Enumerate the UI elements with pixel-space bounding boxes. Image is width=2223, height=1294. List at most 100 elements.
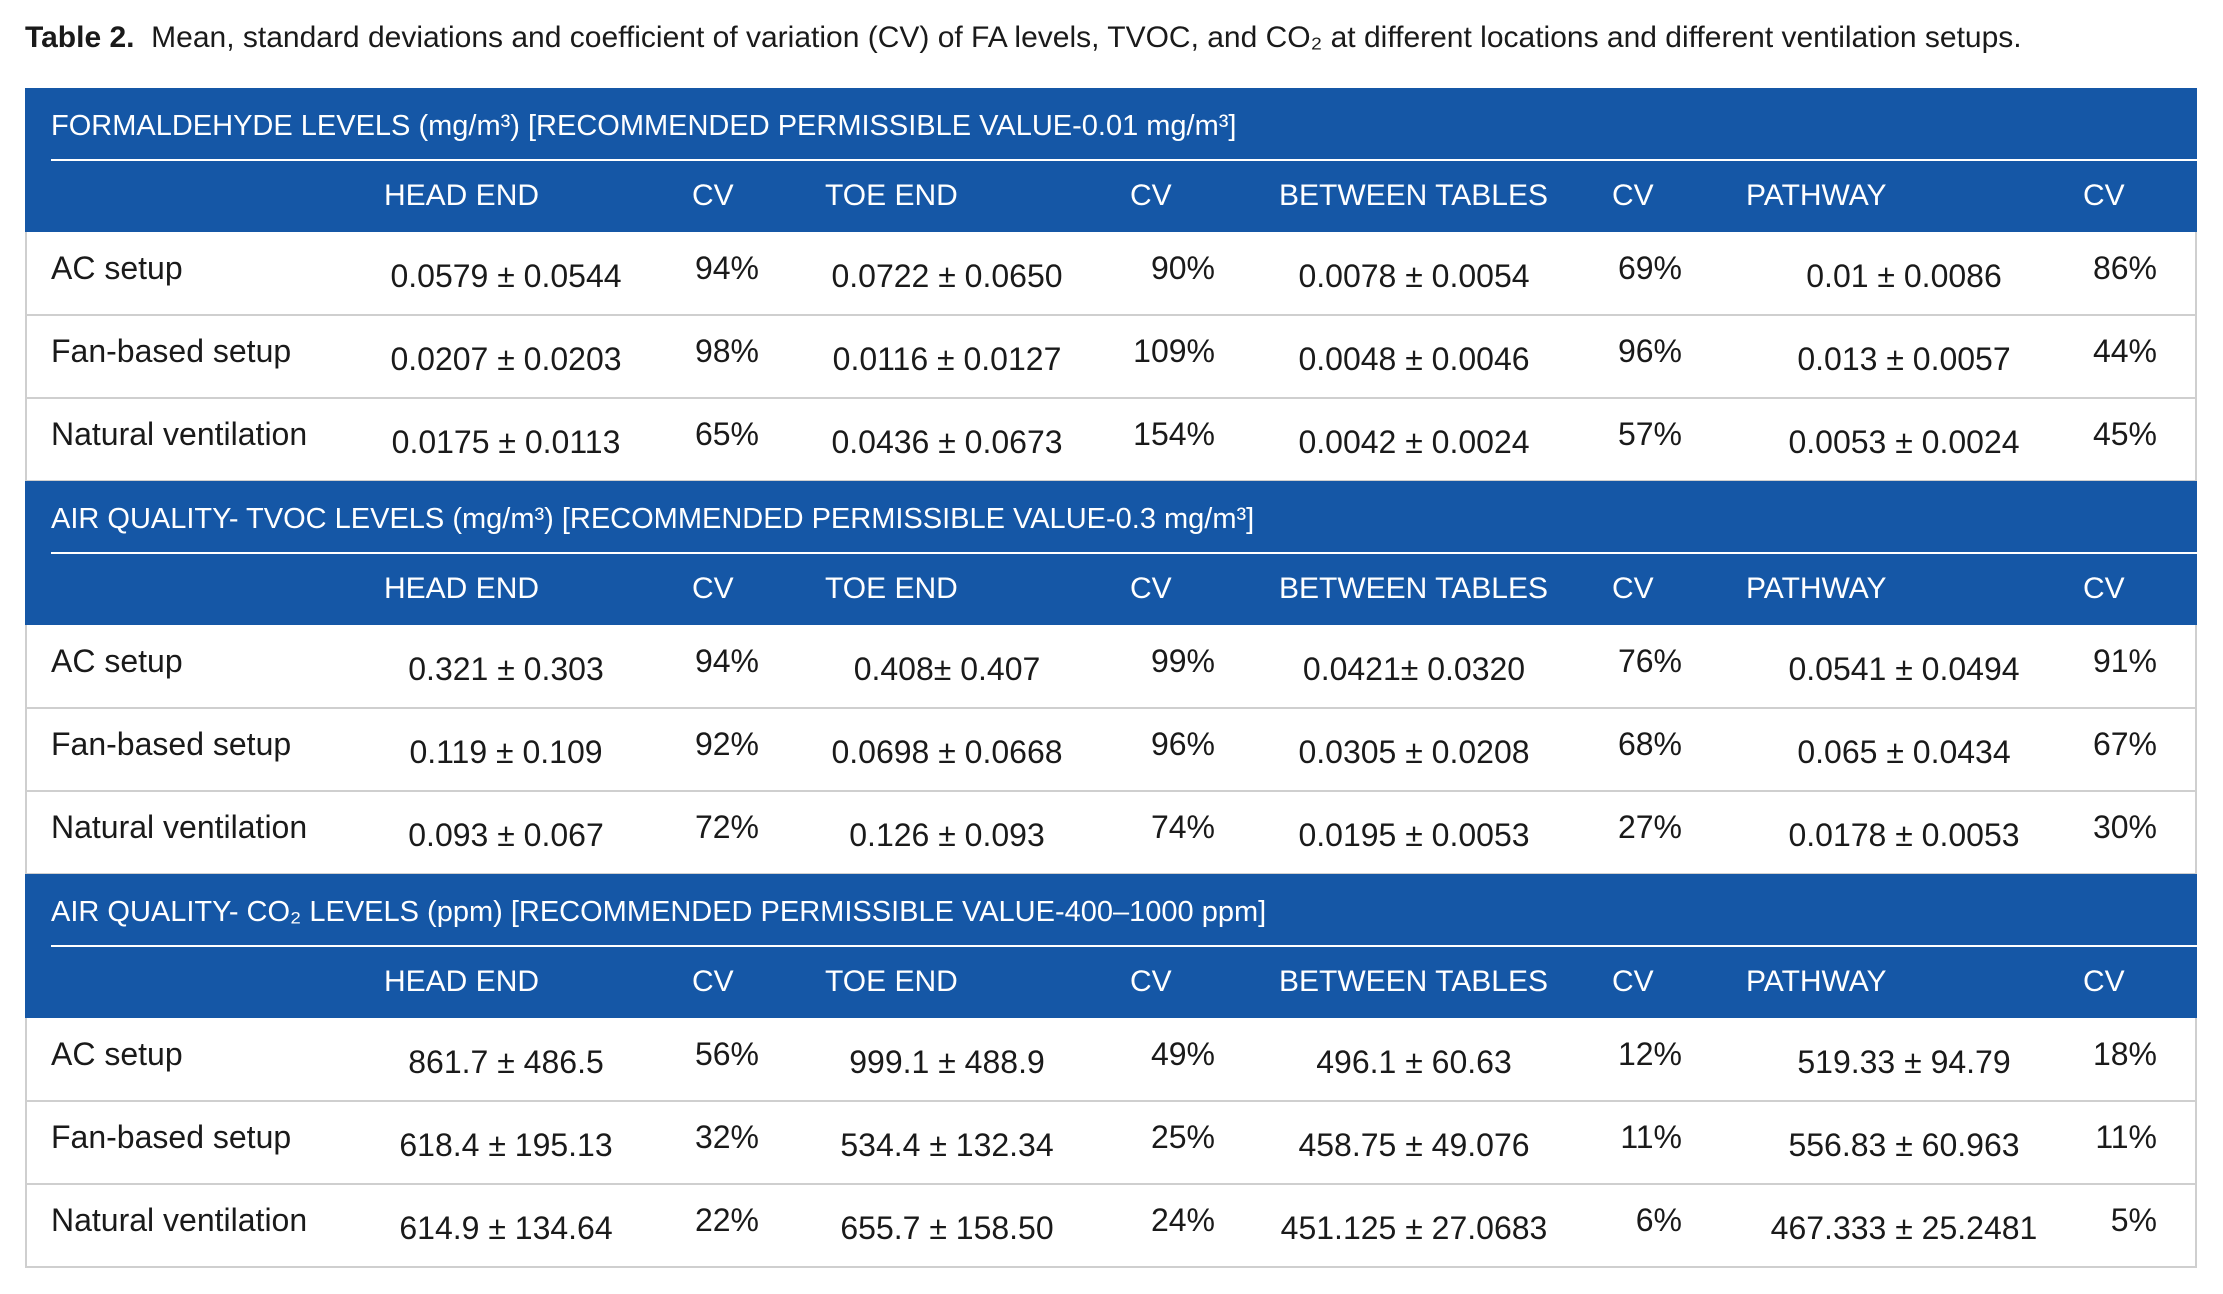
row-border: [25, 1100, 2197, 1102]
cv-cell: 11%: [2095, 1119, 2157, 1155]
column-header: CV: [1612, 965, 1654, 998]
value-cell: 0.065 ± 0.0434: [1797, 734, 2011, 770]
cv-cell: 94%: [694, 643, 759, 679]
column-header: BETWEEN TABLES: [1279, 572, 1548, 605]
column-header: CV: [2083, 965, 2125, 998]
row-label: AC setup: [51, 643, 183, 679]
cv-cell: 91%: [2092, 643, 2157, 679]
column-header: TOE END: [825, 965, 958, 998]
column-header: CV: [1130, 965, 1172, 998]
cv-cell: 68%: [1617, 726, 1682, 762]
column-header: TOE END: [825, 572, 958, 605]
value-cell: 0.0195 ± 0.0053: [1298, 817, 1530, 853]
value-cell: 556.83 ± 60.963: [1788, 1127, 2020, 1163]
row-label: Natural ventilation: [51, 809, 308, 845]
column-header: HEAD END: [384, 965, 540, 998]
row-label: Natural ventilation: [51, 1202, 308, 1238]
cv-cell: 109%: [1133, 333, 1215, 369]
column-header: BETWEEN TABLES: [1279, 179, 1548, 212]
value-cell: 0.0421± 0.0320: [1302, 651, 1526, 687]
value-cell: 999.1 ± 488.9: [849, 1044, 1045, 1080]
section-title: FORMALDEHYDE LEVELS (mg/m³) [RECOMMENDED…: [51, 110, 1237, 142]
value-cell: 0.0175 ± 0.0113: [391, 424, 621, 460]
value-cell: 0.01 ± 0.0086: [1806, 258, 2002, 294]
value-cell: 655.7 ± 158.50: [840, 1210, 1054, 1246]
column-header: CV: [1130, 572, 1172, 605]
column-header: CV: [1612, 572, 1654, 605]
column-header: CV: [692, 179, 734, 212]
cv-cell: 49%: [1150, 1036, 1215, 1072]
cv-cell: 67%: [2092, 726, 2157, 762]
value-cell: 0.321 ± 0.303: [408, 651, 604, 687]
value-cell: 0.0116 ± 0.0127: [832, 341, 1062, 377]
value-cell: 0.0048 ± 0.0046: [1298, 341, 1530, 377]
cv-cell: 12%: [1617, 1036, 1682, 1072]
column-header: HEAD END: [384, 179, 540, 212]
value-cell: 496.1 ± 60.63: [1316, 1044, 1512, 1080]
column-header: CV: [692, 572, 734, 605]
cv-cell: 94%: [694, 250, 759, 286]
table-right-border: [2195, 625, 2197, 874]
cv-cell: 99%: [1150, 643, 1215, 679]
value-cell: 0.408± 0.407: [853, 651, 1041, 687]
caption-label: Table 2.: [25, 21, 135, 54]
column-header: BETWEEN TABLES: [1279, 965, 1548, 998]
cv-cell: 72%: [694, 809, 759, 845]
cv-cell: 5%: [2110, 1202, 2157, 1238]
column-header: PATHWAY: [1746, 572, 1887, 605]
column-header: CV: [1130, 179, 1172, 212]
row-label: AC setup: [51, 1036, 183, 1072]
value-cell: 0.0541 ± 0.0494: [1788, 651, 2020, 687]
column-header: CV: [1612, 179, 1654, 212]
value-cell: 467.333 ± 25.2481: [1770, 1210, 2038, 1246]
row-label: Fan-based setup: [51, 726, 292, 762]
column-header: TOE END: [825, 179, 958, 212]
row-label: Natural ventilation: [51, 416, 308, 452]
value-cell: 0.0207 ± 0.0203: [390, 341, 622, 377]
row-border: [25, 397, 2197, 399]
table-right-border: [2195, 232, 2197, 481]
cv-cell: 92%: [694, 726, 759, 762]
value-cell: 0.119 ± 0.109: [409, 734, 603, 770]
value-cell: 0.013 ± 0.0057: [1797, 341, 2011, 377]
row-label: Fan-based setup: [51, 1119, 292, 1155]
cv-cell: 44%: [2092, 333, 2157, 369]
cv-cell: 76%: [1617, 643, 1682, 679]
cv-cell: 30%: [2092, 809, 2157, 845]
value-cell: 0.0722 ± 0.0650: [831, 258, 1063, 294]
cv-cell: 154%: [1133, 416, 1215, 452]
cv-cell: 6%: [1635, 1202, 1682, 1238]
column-header: PATHWAY: [1746, 965, 1887, 998]
cv-cell: 57%: [1617, 416, 1682, 452]
table-left-border: [25, 1018, 27, 1267]
row-label: AC setup: [51, 250, 183, 286]
cv-cell: 74%: [1150, 809, 1215, 845]
value-cell: 0.0436 ± 0.0673: [831, 424, 1063, 460]
cv-cell: 90%: [1150, 250, 1215, 286]
column-header: CV: [2083, 572, 2125, 605]
table-right-border: [2195, 1018, 2197, 1267]
value-cell: 0.0178 ± 0.0053: [1788, 817, 2020, 853]
cv-cell: 18%: [2092, 1036, 2157, 1072]
column-header: CV: [692, 965, 734, 998]
column-header: HEAD END: [384, 572, 540, 605]
row-border: [25, 1183, 2197, 1185]
cv-cell: 25%: [1150, 1119, 1215, 1155]
title-divider: [51, 159, 2197, 161]
table-left-border: [25, 232, 27, 481]
cv-cell: 86%: [2092, 250, 2157, 286]
cv-cell: 22%: [694, 1202, 759, 1238]
section-title: AIR QUALITY- CO₂ LEVELS (ppm) [RECOMMEND…: [51, 896, 1267, 928]
column-header: CV: [2083, 179, 2125, 212]
value-cell: 0.093 ± 0.067: [408, 817, 604, 853]
value-cell: 458.75 ± 49.076: [1298, 1127, 1530, 1163]
value-cell: 0.0698 ± 0.0668: [831, 734, 1063, 770]
cv-cell: 98%: [694, 333, 759, 369]
cv-cell: 24%: [1150, 1202, 1215, 1238]
row-border: [25, 790, 2197, 792]
cv-cell: 96%: [1617, 333, 1682, 369]
table-left-border: [25, 625, 27, 874]
value-cell: 0.0305 ± 0.0208: [1298, 734, 1530, 770]
value-cell: 0.0053 ± 0.0024: [1788, 424, 2020, 460]
